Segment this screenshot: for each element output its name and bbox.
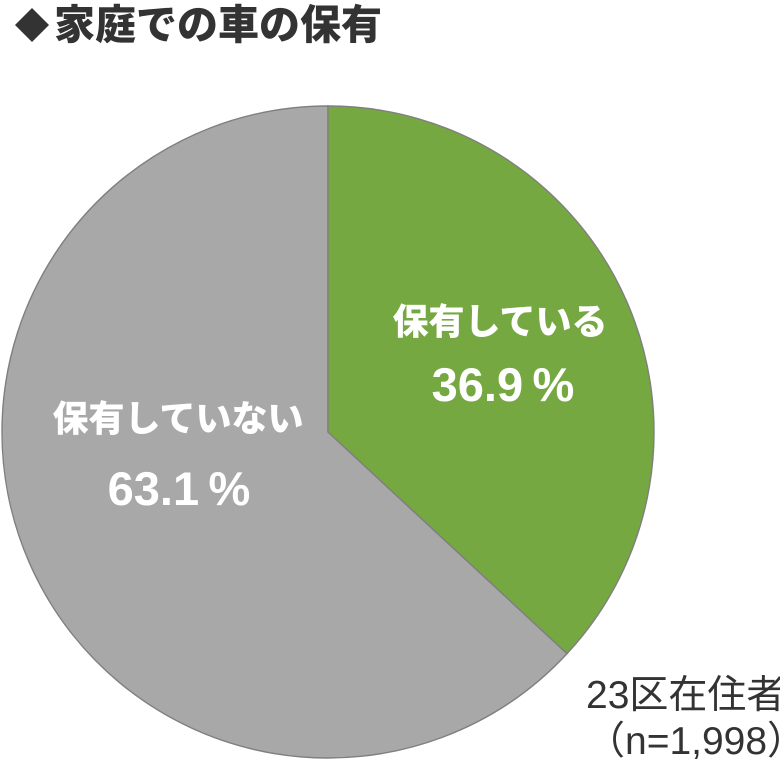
svg-text:家庭での車の保有: 家庭での車の保有 (54, 2, 382, 48)
svg-text:（n=1,998）: （n=1,998） (586, 720, 780, 763)
svg-text:36.9 %: 36.9 % (432, 358, 575, 411)
svg-text:保有していない: 保有していない (53, 398, 304, 439)
svg-text:保有している: 保有している (393, 301, 608, 342)
svg-text:23区在住者: 23区在住者 (586, 674, 780, 717)
svg-text:63.1 %: 63.1 % (108, 462, 251, 515)
